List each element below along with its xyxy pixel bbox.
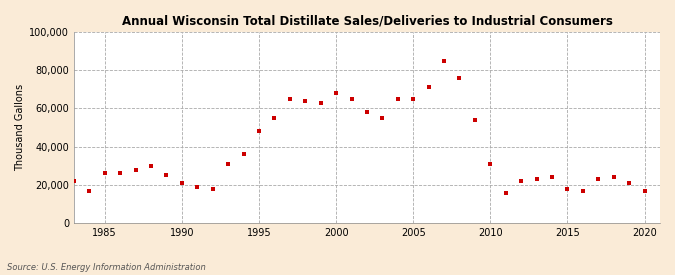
Point	[408, 97, 418, 101]
Point	[68, 179, 79, 183]
Point	[207, 186, 218, 191]
Point	[516, 179, 526, 183]
Text: Source: U.S. Energy Information Administration: Source: U.S. Energy Information Administ…	[7, 263, 205, 272]
Point	[423, 85, 434, 90]
Point	[392, 97, 403, 101]
Point	[439, 58, 450, 63]
Point	[238, 152, 249, 156]
Point	[130, 167, 141, 172]
Point	[300, 98, 310, 103]
Point	[454, 76, 465, 80]
Point	[470, 118, 481, 122]
Point	[115, 171, 126, 176]
Point	[99, 171, 110, 176]
Point	[500, 190, 511, 195]
Point	[192, 185, 202, 189]
Point	[608, 175, 619, 180]
Point	[362, 110, 373, 114]
Point	[269, 116, 280, 120]
Point	[593, 177, 603, 182]
Point	[223, 162, 234, 166]
Y-axis label: Thousand Gallons: Thousand Gallons	[15, 84, 25, 171]
Point	[639, 188, 650, 193]
Point	[84, 188, 95, 193]
Title: Annual Wisconsin Total Distillate Sales/Deliveries to Industrial Consumers: Annual Wisconsin Total Distillate Sales/…	[122, 15, 612, 28]
Point	[624, 181, 634, 185]
Point	[161, 173, 172, 178]
Point	[531, 177, 542, 182]
Point	[346, 97, 357, 101]
Point	[254, 129, 265, 134]
Point	[547, 175, 558, 180]
Point	[562, 186, 573, 191]
Point	[315, 100, 326, 105]
Point	[146, 164, 157, 168]
Point	[284, 97, 295, 101]
Point	[377, 116, 387, 120]
Point	[176, 181, 187, 185]
Point	[485, 162, 495, 166]
Point	[578, 188, 589, 193]
Point	[331, 91, 342, 95]
